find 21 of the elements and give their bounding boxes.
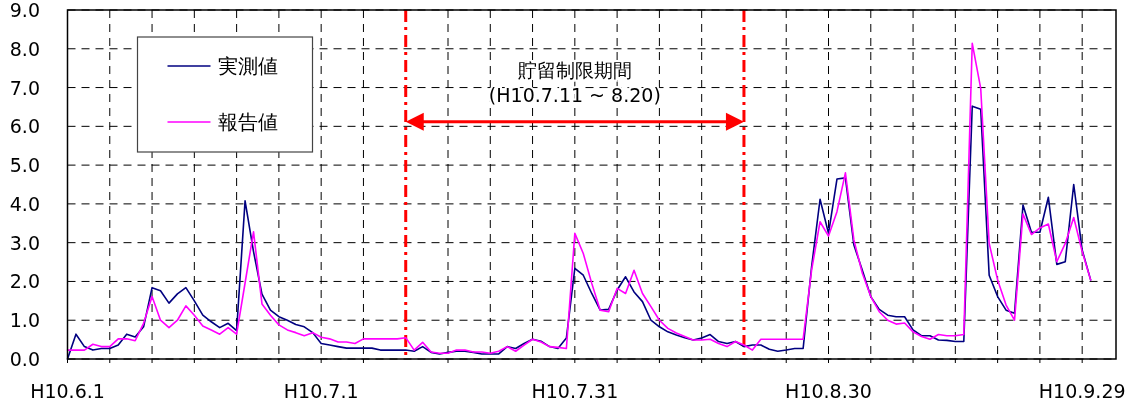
- annotation: (H10.7.11 ~ 8.20): [488, 84, 661, 106]
- y-tick-label: 2.0: [9, 270, 40, 293]
- legend-label: 実測値: [217, 54, 278, 78]
- legend-label: 報告値: [217, 110, 278, 134]
- x-tick-label: H10.7.1: [283, 380, 359, 402]
- x-tick-label: H10.7.31: [531, 380, 619, 402]
- line-series: [66, 42, 1092, 354]
- y-tick-label: 6.0: [9, 115, 40, 138]
- y-tick-label: 9.0: [9, 0, 40, 21]
- y-tick-label: 0.0: [9, 348, 40, 370]
- x-tick-label: H10.9.29: [1038, 380, 1126, 402]
- x-tick-label: H10.6.1: [30, 380, 105, 402]
- y-tick-label: 5.0: [9, 154, 40, 177]
- y-tick-label: 7.0: [9, 76, 40, 99]
- y-tick-label: 3.0: [9, 231, 40, 254]
- y-tick-label: 4.0: [9, 192, 40, 215]
- y-tick-label: 1.0: [9, 309, 40, 332]
- line-series: [66, 105, 1092, 360]
- x-tick-label: H10.8.30: [785, 380, 872, 402]
- y-tick-label: 8.0: [9, 37, 40, 60]
- annotation: 貯留制限期間: [517, 59, 632, 81]
